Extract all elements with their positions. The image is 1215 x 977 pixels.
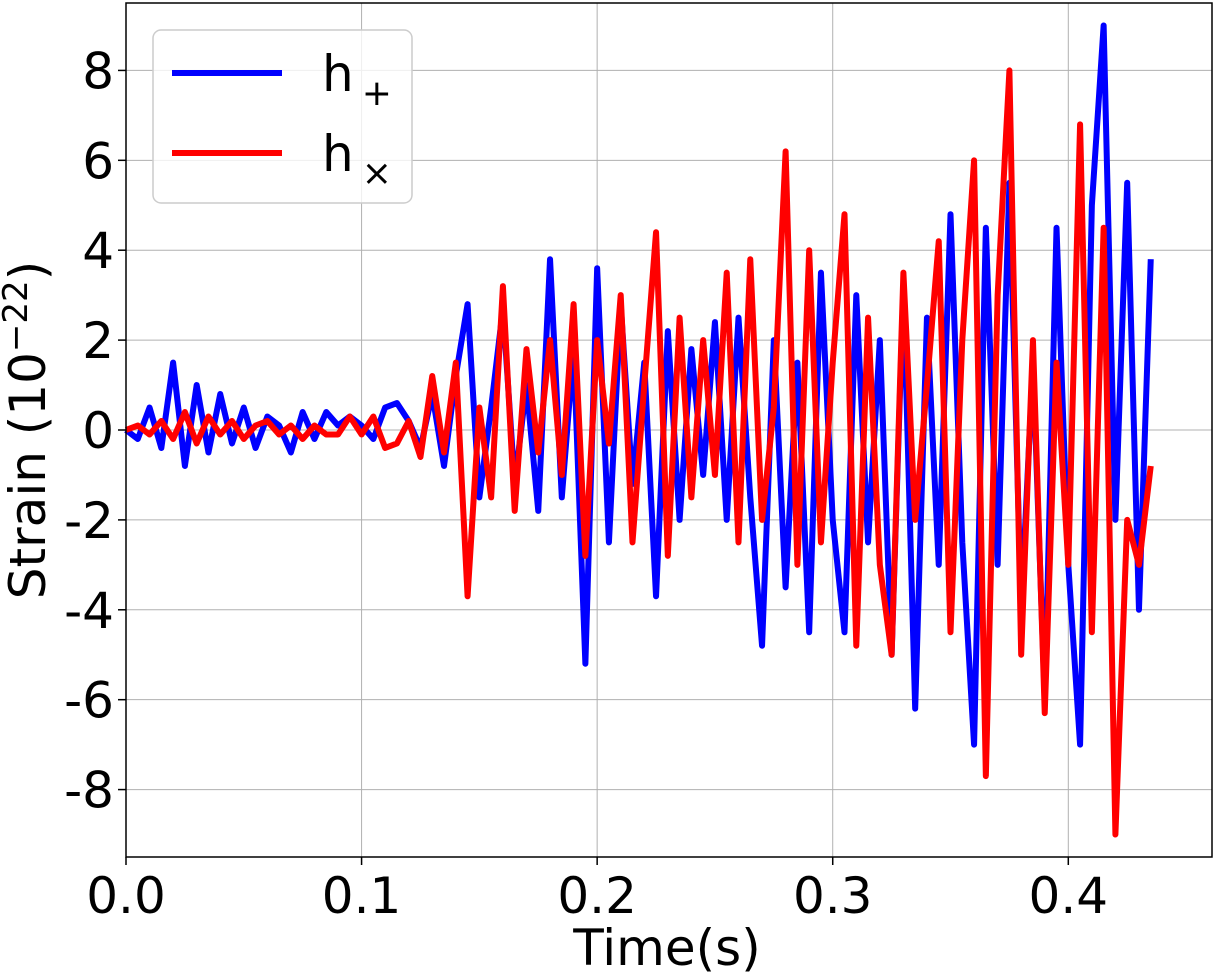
legend-name: h	[322, 45, 354, 103]
x-axis-label: Time(s)	[572, 919, 760, 977]
y-tick-label: 8	[82, 42, 114, 100]
legend-subscript: ×	[362, 153, 392, 194]
legend-name: h	[322, 125, 354, 183]
y-tick-label: 6	[82, 132, 114, 190]
legend-subscript: +	[362, 73, 392, 114]
x-tick-label: 0.3	[793, 867, 873, 925]
plot-frame	[125, 2, 1213, 858]
y-tick-label: -4	[64, 582, 114, 640]
y-tick-label: -8	[64, 762, 114, 820]
series-line	[124, 67, 1154, 838]
legend-label: h ×	[322, 125, 392, 194]
x-tick-label: 0.2	[557, 867, 637, 925]
y-tick-label: -6	[64, 672, 114, 730]
y-tick-label: -2	[64, 492, 114, 550]
y-tick-label: 4	[82, 222, 114, 280]
y-axis-label-exponent: −22	[0, 280, 36, 352]
x-tick-label: 0.4	[1029, 867, 1109, 925]
y-axis-label-text: Strain (10	[0, 352, 57, 599]
x-tick-label: 0.1	[322, 867, 402, 925]
legend: h +h ×	[152, 29, 413, 204]
y-tick-label: 2	[82, 312, 114, 370]
y-axis-label-suffix: )	[0, 261, 57, 281]
y-tick-label: 0	[82, 402, 114, 460]
x-tick-label: 0.0	[86, 867, 166, 925]
y-axis-label: Strain (10−22)	[0, 261, 57, 599]
legend-label: h +	[322, 45, 392, 114]
